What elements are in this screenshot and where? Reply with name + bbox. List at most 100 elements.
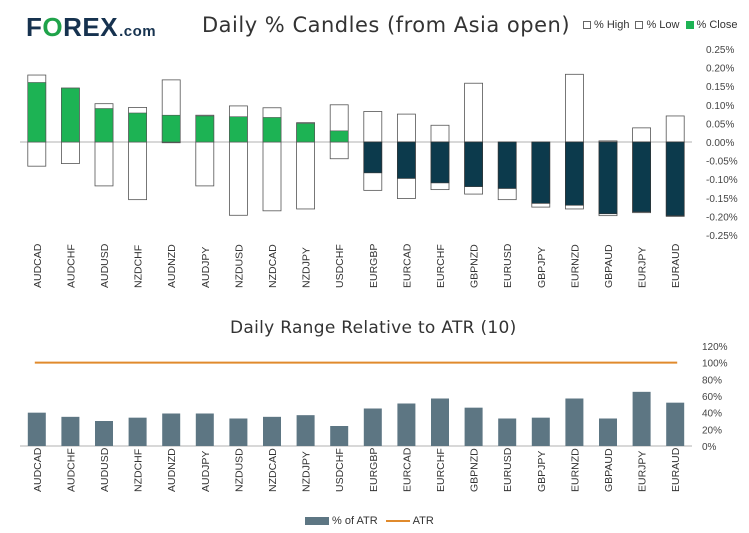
close-box — [632, 141, 651, 213]
atr-bar — [565, 398, 584, 446]
forex-logo: FOREX.com — [26, 12, 157, 42]
atr-legend: % of ATR ATR — [305, 515, 434, 527]
category-label: USDCHF — [334, 448, 346, 492]
category-label: NZDUSD — [233, 244, 245, 288]
atr-bar — [95, 421, 113, 446]
close-box — [464, 141, 483, 187]
category-label: AUDCHF — [65, 448, 77, 492]
y-tick-label: 0.15% — [706, 82, 734, 93]
high-legend-swatch — [583, 21, 591, 29]
category-label: EURNZD — [569, 244, 581, 288]
category-label: USDCHF — [334, 244, 346, 288]
close-box — [27, 82, 47, 143]
category-label: GBPNZD — [469, 448, 481, 492]
close-box — [229, 116, 248, 143]
category-label: AUDCAD — [32, 447, 44, 492]
candles-chart-title: Daily % Candles (from Asia open) — [202, 13, 571, 37]
atr-bar — [599, 418, 617, 446]
category-label: NZDJPY — [301, 247, 313, 288]
y-tick-label: -0.25% — [706, 231, 738, 242]
atr-bar — [263, 416, 281, 446]
category-label: AUDCAD — [32, 243, 44, 288]
close-box — [598, 141, 618, 215]
candles-legend: % High % Low % Close — [583, 19, 737, 31]
atr-bar — [531, 417, 550, 446]
y-tick-label: 0.25% — [706, 45, 734, 56]
close-box — [262, 117, 282, 143]
category-label: EURNZD — [569, 448, 581, 492]
y-tick-label: -0.05% — [706, 157, 738, 168]
atr-chart-title: Daily Range Relative to ATR (10) — [230, 318, 517, 338]
category-label: EURUSD — [502, 243, 514, 288]
atr-legend-label: ATR — [412, 515, 434, 527]
y-tick-label: -0.10% — [706, 175, 738, 186]
atr-bar — [296, 415, 315, 446]
y-tick-label: 100% — [702, 359, 728, 370]
pct-atr-legend-label: % of ATR — [332, 515, 378, 527]
category-label: NZDUSD — [233, 448, 245, 492]
atr-bar — [363, 408, 382, 446]
category-label: EURCAD — [401, 447, 413, 492]
category-label: AUDJPY — [200, 247, 212, 288]
category-label: NZDCHF — [133, 245, 145, 288]
atr-bar — [397, 403, 416, 446]
category-label: EURJPY — [637, 451, 649, 492]
category-label: EURUSD — [502, 447, 514, 492]
y-tick-label: 20% — [702, 425, 722, 436]
close-box — [128, 112, 147, 143]
close-box — [565, 141, 584, 206]
close-box — [397, 141, 416, 179]
category-label: EURAUD — [670, 447, 682, 492]
close-box — [61, 87, 80, 143]
atr-bar — [162, 413, 181, 446]
category-label: EURJPY — [637, 247, 649, 288]
close-box — [161, 114, 181, 143]
candles-chart: 0.25% 0.20% 0.15% 0.10% 0.05% 0.00% -0.05% -0.1… — [20, 45, 738, 288]
category-label: AUDNZD — [166, 244, 178, 288]
category-label: EURCHF — [435, 244, 447, 288]
category-label: GBPJPY — [536, 247, 548, 288]
close-box — [531, 141, 551, 204]
y-tick-label: 0.20% — [706, 64, 734, 75]
close-box — [497, 141, 517, 189]
category-label: EURAUD — [670, 243, 682, 288]
category-label: EURCAD — [401, 243, 413, 288]
close-box — [363, 141, 383, 174]
low-legend-swatch — [635, 21, 644, 29]
category-label: AUDNZD — [166, 448, 178, 492]
category-label: GBPJPY — [536, 451, 548, 492]
atr-bar — [632, 391, 651, 446]
atr-bar — [128, 417, 147, 446]
close-box — [195, 115, 215, 143]
atr-bar — [498, 418, 517, 446]
y-tick-label: 0.05% — [706, 119, 734, 130]
y-tick-label: 40% — [702, 409, 722, 420]
low-legend-label: % Low — [646, 19, 680, 31]
y-tick-label: -0.20% — [706, 212, 738, 223]
category-label: GBPAUD — [603, 448, 615, 492]
pct-atr-legend-swatch — [305, 517, 329, 525]
atr-bar — [666, 402, 685, 446]
y-tick-label: 0% — [702, 442, 717, 453]
close-box — [430, 141, 450, 184]
category-label: NZDCAD — [267, 244, 279, 288]
category-label: AUDCHF — [65, 244, 77, 288]
category-label: EURGBP — [368, 448, 380, 492]
category-label: GBPAUD — [603, 244, 615, 288]
category-label: AUDUSD — [99, 447, 111, 492]
category-label: AUDUSD — [99, 243, 111, 288]
category-label: EURGBP — [368, 244, 380, 288]
atr-bar — [61, 416, 80, 446]
atr-bar — [27, 412, 46, 446]
high-legend-label: % High — [594, 19, 630, 31]
close-box — [296, 123, 315, 143]
category-label: EURCHF — [435, 448, 447, 492]
category-label: NZDCAD — [267, 448, 279, 492]
y-tick-label: 60% — [702, 392, 722, 403]
atr-bar — [195, 413, 214, 446]
atr-bar — [431, 398, 449, 446]
atr-bar — [330, 426, 349, 446]
atr-legend-swatch — [385, 520, 410, 522]
category-label: NZDCHF — [133, 449, 145, 492]
close-legend-swatch — [685, 21, 694, 29]
